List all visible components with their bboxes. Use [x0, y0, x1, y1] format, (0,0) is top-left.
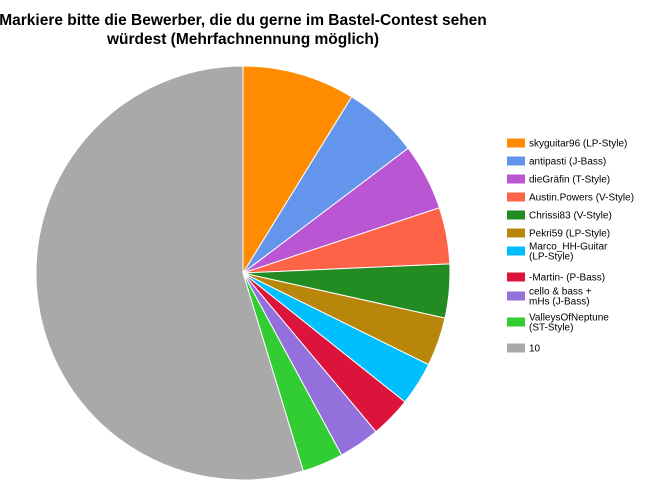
- legend-swatch-7: [507, 247, 525, 256]
- legend-item-10: ValleysOfNeptune(ST-Style): [507, 313, 609, 334]
- legend-item-4: Austin.Powers (V-Style): [507, 193, 634, 204]
- legend-item-2: antipasti (J-Bass): [507, 157, 606, 168]
- legend-label-6: Pekri59 (LP-Style): [529, 229, 610, 240]
- legend-label-9-line-2: mHs (J-Bass): [529, 297, 590, 308]
- legend-label-5: Chrissi83 (V-Style): [529, 211, 612, 222]
- legend-swatch-11: [507, 344, 525, 353]
- legend-swatch-1: [507, 139, 525, 148]
- legend-swatch-9: [507, 292, 525, 301]
- pie-slices: [36, 66, 450, 480]
- legend-label-2: antipasti (J-Bass): [529, 157, 606, 168]
- chart-title-line-1: Markiere bitte die Bewerber, die du gern…: [0, 12, 487, 29]
- legend-item-11: 10: [507, 344, 541, 355]
- legend-swatch-8: [507, 273, 525, 282]
- legend-item-9: cello & bass +mHs (J-Bass): [507, 287, 592, 308]
- legend-label-4: Austin.Powers (V-Style): [529, 193, 634, 204]
- legend-item-5: Chrissi83 (V-Style): [507, 211, 612, 222]
- legend-item-8: -Martin- (P-Bass): [507, 273, 605, 284]
- legend-swatch-6: [507, 229, 525, 238]
- legend: skyguitar96 (LP-Style) antipasti (J-Bass)…: [507, 139, 634, 355]
- legend-label-7-line-2: (LP-Style): [529, 252, 573, 263]
- legend-swatch-5: [507, 211, 525, 220]
- legend-swatch-4: [507, 193, 525, 202]
- legend-label-11: 10: [529, 344, 541, 355]
- legend-label-10-line-2: (ST-Style): [529, 323, 573, 334]
- legend-label-1: skyguitar96 (LP-Style): [529, 139, 627, 150]
- legend-item-3: dieGräfin (T-Style): [507, 175, 610, 186]
- legend-item-6: Pekri59 (LP-Style): [507, 229, 610, 240]
- legend-swatch-3: [507, 175, 525, 184]
- legend-swatch-2: [507, 157, 525, 166]
- chart-title-line-2: würdest (Mehrfachnennung möglich): [106, 31, 379, 48]
- legend-item-7: Marco_HH-Guitar(LP-Style): [507, 242, 608, 263]
- chart-title: Markiere bitte die Bewerber, die du gern…: [0, 12, 487, 48]
- legend-label-3: dieGräfin (T-Style): [529, 175, 610, 186]
- legend-swatch-10: [507, 318, 525, 327]
- legend-item-1: skyguitar96 (LP-Style): [507, 139, 627, 150]
- legend-label-8: -Martin- (P-Bass): [529, 273, 605, 284]
